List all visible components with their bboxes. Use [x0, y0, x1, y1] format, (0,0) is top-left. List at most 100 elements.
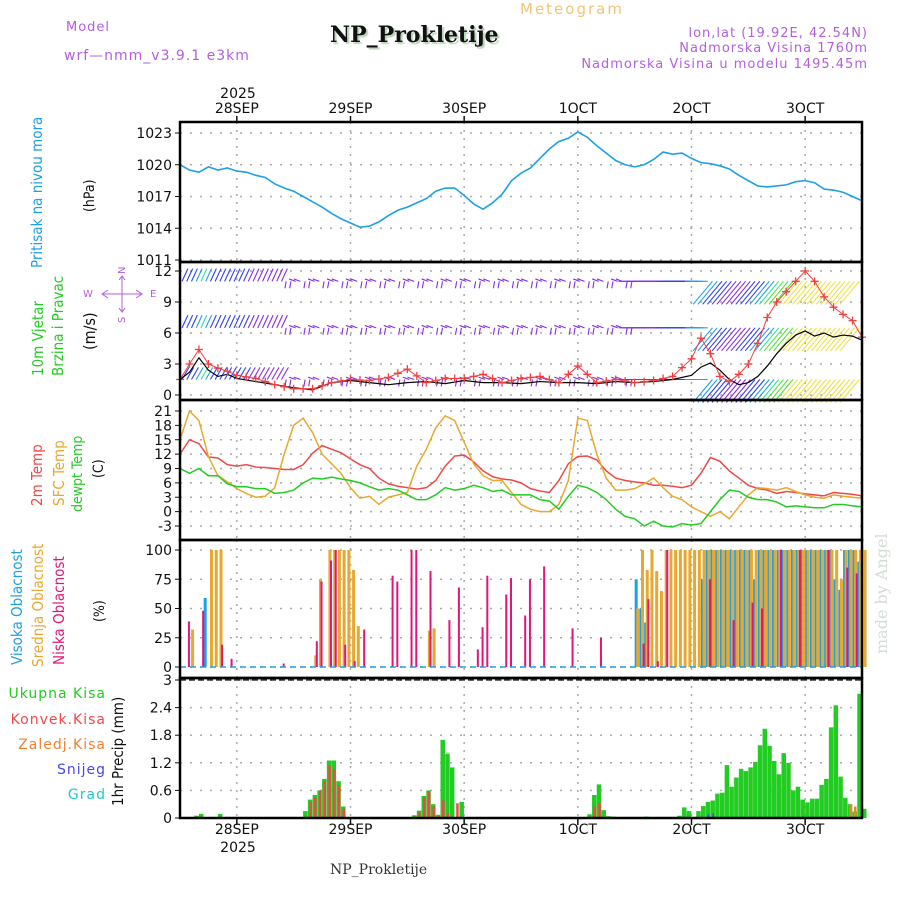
cloud-low-bar	[732, 620, 735, 667]
wind-arrow	[398, 281, 401, 289]
wind-arrow	[445, 324, 453, 329]
wind-arrow	[398, 327, 401, 335]
wind-gust-marker	[611, 375, 620, 384]
precip-total-bar	[743, 771, 749, 818]
bottom-date-label: 1OCT	[558, 822, 597, 838]
wind-gust-marker	[355, 376, 364, 385]
wind-arrow	[341, 327, 344, 335]
cloud-low-bar	[330, 560, 333, 667]
cloud-high-bar	[809, 550, 813, 667]
wind-arrow	[224, 367, 233, 380]
wind-arrow	[257, 314, 265, 329]
wind-arrow	[592, 278, 599, 282]
wind-gust-marker	[706, 349, 715, 358]
precip-total-bar	[762, 728, 768, 818]
wind-arrow	[630, 281, 633, 289]
wind-arrow	[266, 268, 274, 282]
wind-arrow	[692, 379, 713, 403]
wind-arrow	[478, 379, 481, 387]
wind-arrow	[383, 278, 391, 282]
wind-arrow	[252, 268, 260, 282]
wind-arrow	[777, 327, 799, 352]
wind-arrow	[331, 324, 339, 329]
cloud-mid-bar	[811, 550, 815, 667]
cloud-mid-bar	[328, 550, 332, 667]
wind-arrow	[592, 376, 599, 381]
cloud-mid-bar	[678, 550, 682, 667]
cloud-high-bar	[852, 550, 856, 667]
wind-arrow	[308, 327, 311, 335]
bottom-date-label: 29SEP	[328, 822, 373, 838]
wind-ytick-label: 3	[163, 357, 172, 373]
precip-total-bar	[819, 784, 824, 818]
wind-arrow	[421, 324, 429, 329]
wind-arrow	[754, 280, 775, 305]
cloud-mid-bar	[356, 626, 360, 667]
wind-arrow	[421, 278, 429, 282]
wind-arrow	[190, 314, 198, 329]
wind-gust-marker	[213, 364, 222, 373]
wind-arrow	[730, 327, 751, 352]
wind-arrow	[777, 280, 799, 305]
wind-arrow	[262, 314, 269, 329]
precip-total-bar	[729, 786, 734, 818]
wind-arrow	[454, 327, 458, 335]
wind-arrow	[825, 280, 846, 305]
wind-arrow	[303, 281, 306, 289]
wind-ytick-label: 6	[163, 326, 172, 342]
cloud-high-bar	[772, 550, 776, 667]
wind-arrow	[478, 376, 486, 381]
wind-arrow	[535, 376, 543, 381]
wind-arrow	[834, 327, 855, 352]
wind-arrow	[459, 278, 467, 282]
wind-arrow	[554, 278, 562, 282]
wind-arrow	[549, 281, 552, 289]
cloud-low-bar	[505, 594, 508, 667]
wind-gust-marker	[820, 292, 829, 301]
wind-gust-marker	[630, 378, 639, 387]
wind-arrow	[763, 280, 784, 305]
precip-total-bar	[459, 801, 464, 818]
wind-arrow	[697, 280, 718, 305]
cloud-ytick-label: 75	[154, 572, 172, 588]
cloud-mid-bar	[797, 550, 801, 667]
wind-arrow	[744, 327, 765, 352]
wind-arrow	[744, 280, 765, 305]
wind-arrow	[740, 379, 761, 403]
wind-arrow	[815, 327, 837, 352]
wind-arrow	[749, 379, 770, 403]
wind-arrow	[186, 367, 195, 380]
wind-arrow	[782, 280, 803, 305]
wind-arrow	[735, 327, 756, 352]
wind-arrow	[558, 324, 566, 329]
wind-arrow	[483, 278, 491, 282]
wind-arrow	[312, 324, 320, 329]
wind-arrow	[796, 280, 818, 305]
wind-arrow	[478, 281, 481, 289]
wind-arrow	[811, 379, 832, 403]
pressure-ytick-label: 1020	[136, 158, 172, 174]
temp-ytick-label: 9	[163, 462, 172, 478]
wind-arrow	[200, 268, 208, 282]
precip-convective-bar	[446, 813, 450, 818]
cloud-mid-bar	[773, 550, 777, 667]
cloud-mid-bar	[432, 628, 436, 667]
wind-arrow	[195, 268, 203, 282]
precip-total-bar	[828, 727, 834, 818]
wind-arrow	[228, 314, 236, 329]
pressure-frame	[178, 120, 864, 264]
cloud-low-bar	[353, 661, 356, 667]
wind-arrow	[611, 281, 614, 289]
wind-arrow	[426, 278, 434, 282]
cloud-mid-bar	[674, 550, 678, 667]
cloud-mid-bar	[210, 550, 214, 667]
wind-arrow	[716, 280, 737, 305]
wind-arrow	[252, 314, 260, 329]
cloud-ytick-label: 25	[154, 631, 172, 647]
temp-ytick-label: 15	[154, 433, 172, 449]
cloud-mid-bar	[783, 550, 787, 667]
wind-arrow	[326, 324, 334, 329]
wind-arrow	[554, 327, 557, 335]
wind-arrow	[312, 376, 320, 381]
wind-gust-marker	[460, 374, 469, 383]
